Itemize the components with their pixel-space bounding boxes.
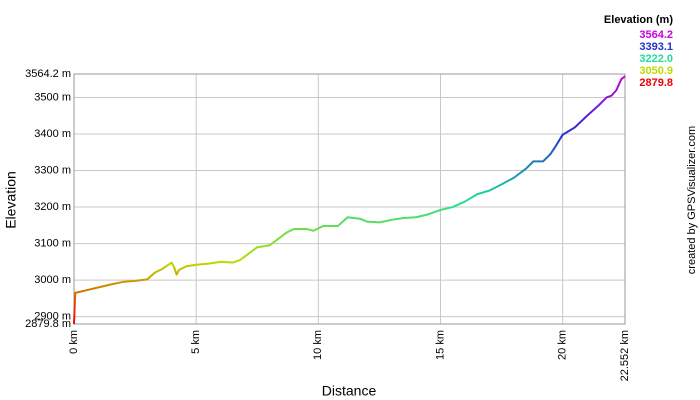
- y-tick-label: 3400 m: [34, 128, 71, 140]
- y-tick-label: 3564.2 m: [25, 68, 71, 80]
- elevation-line: [73, 75, 626, 325]
- legend-value: 2879.8: [639, 77, 673, 89]
- x-axis-title: Distance: [322, 383, 377, 399]
- y-tick-label: 2900 m: [34, 311, 71, 323]
- x-tick-label: 22.552 km: [619, 330, 631, 381]
- y-tick-label: 3300 m: [34, 164, 71, 176]
- legend-value: 3050.9: [639, 65, 673, 77]
- x-tick-label: 15 km: [434, 330, 446, 360]
- plot-frame: [73, 73, 626, 325]
- y-tick-label: 3100 m: [34, 237, 71, 249]
- y-tick-label: 3000 m: [34, 274, 71, 286]
- y-tick-label: 3200 m: [34, 201, 71, 213]
- x-tick-label: 10 km: [312, 330, 324, 360]
- legend-title: Elevation (m): [604, 14, 673, 26]
- credit: created by GPSVisualizer.com: [686, 126, 698, 274]
- x-tick-label: 20 km: [557, 330, 569, 360]
- legend-value: 3564.2: [639, 29, 673, 41]
- y-tick-label: 2879.8 m: [25, 318, 71, 330]
- legend-value: 3222.0: [639, 53, 673, 65]
- y-axis-title: Elevation: [3, 171, 19, 229]
- y-tick-label: 3500 m: [34, 91, 71, 103]
- x-tick-label: 0 km: [68, 330, 80, 354]
- x-tick-label: 5 km: [190, 330, 202, 354]
- legend-value: 3393.1: [639, 41, 673, 53]
